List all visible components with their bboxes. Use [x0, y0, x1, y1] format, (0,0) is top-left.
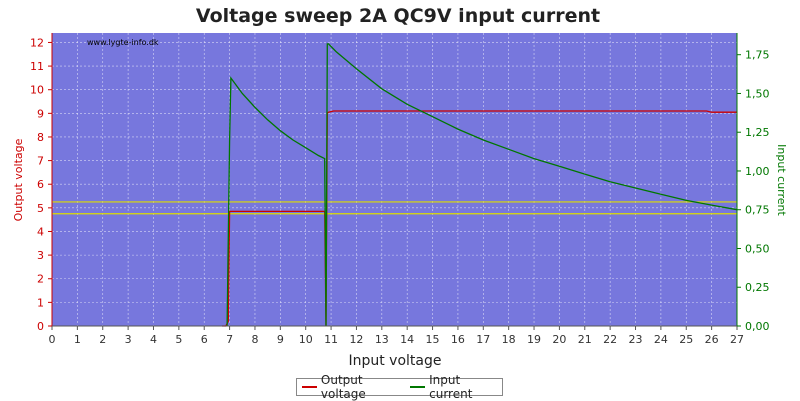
axes: 0 1 2 3 4 5 6 7 8 9 10 11 12 13 14 15 16 17 18 19 20 21 22 23 24…	[30, 33, 770, 346]
y-left-tick-label: 4	[37, 225, 44, 238]
x-tick-label: 15	[426, 333, 440, 346]
legend-label: Input current	[429, 373, 473, 401]
x-tick-label: 23	[629, 333, 643, 346]
x-tick-label: 22	[603, 333, 617, 346]
x-tick-label: 21	[578, 333, 592, 346]
y-right-tick-label: 0,50	[745, 242, 770, 255]
y-left-tick-label: 12	[30, 36, 44, 49]
y-right-tick-label: 1,75	[745, 49, 770, 62]
y-left-tick-label: 1	[37, 296, 44, 309]
x-tick-label: 1	[74, 333, 81, 346]
x-tick-label: 8	[251, 333, 258, 346]
y-left-axis-label: Output voltage	[12, 138, 25, 221]
y-right-tick-label: 1,00	[745, 165, 770, 178]
y-left-tick-label: 7	[37, 155, 44, 168]
x-tick-label: 0	[49, 333, 56, 346]
y-left-tick-label: 5	[37, 202, 44, 215]
x-tick-label: 10	[299, 333, 313, 346]
reference-lines	[52, 201, 737, 215]
x-tick-label: 13	[375, 333, 389, 346]
x-tick-label: 25	[679, 333, 693, 346]
x-tick-label: 7	[226, 333, 233, 346]
y-right-tick-label: 0,75	[745, 204, 770, 217]
series-line-output-voltage	[222, 110, 737, 327]
chart-title: Voltage sweep 2A QC9V input current	[196, 5, 600, 27]
x-tick-label: 11	[324, 333, 338, 346]
y-right-tick-label: 0,25	[745, 281, 770, 294]
x-tick-label: 14	[400, 333, 414, 346]
x-axis-label: Input voltage	[348, 353, 441, 369]
x-tick-label: 18	[502, 333, 516, 346]
x-tick-label: 2	[99, 333, 106, 346]
y-right-tick-label: 1,50	[745, 87, 770, 100]
series-line-input-current	[226, 43, 738, 327]
legend-item-output-voltage: Output voltage	[302, 373, 405, 401]
x-tick-label: 17	[476, 333, 490, 346]
legend-item-input-current: Input current	[410, 373, 502, 401]
x-tick-label: 6	[201, 333, 208, 346]
x-tick-label: 24	[654, 333, 668, 346]
y-left-tick-label: 0	[37, 320, 44, 333]
y-right-tick-label: 0,00	[745, 320, 770, 333]
legend-swatch-red	[302, 386, 317, 388]
y-left-tick-label: 3	[37, 249, 44, 262]
x-tick-label: 4	[150, 333, 157, 346]
y-left-tick-label: 9	[37, 107, 44, 120]
y-right-tick-label: 1,25	[745, 126, 770, 139]
y-left-tick-label: 11	[30, 60, 44, 73]
x-tick-label: 5	[175, 333, 182, 346]
legend-swatch-green	[410, 386, 426, 388]
legend-label: Output voltage	[320, 373, 366, 401]
x-tick-label: 19	[527, 333, 541, 346]
y-left-tick-label: 2	[37, 273, 44, 286]
x-tick-label: 12	[349, 333, 363, 346]
x-tick-label: 26	[705, 333, 719, 346]
x-tick-label: 9	[277, 333, 284, 346]
y-left-tick-label: 10	[30, 84, 44, 97]
plot-area	[52, 33, 737, 326]
watermark: www.lygte-info.dk	[87, 38, 159, 47]
x-tick-label: 20	[552, 333, 566, 346]
y-left-tick-label: 8	[37, 131, 44, 144]
series-layer	[222, 43, 738, 327]
y-left-tick-label: 6	[37, 178, 44, 191]
x-tick-label: 3	[125, 333, 132, 346]
legend: Output voltage Input current	[296, 373, 503, 401]
x-tick-label: 16	[451, 333, 465, 346]
y-right-axis-label: Input current	[775, 144, 788, 216]
x-tick-label: 27	[730, 333, 744, 346]
